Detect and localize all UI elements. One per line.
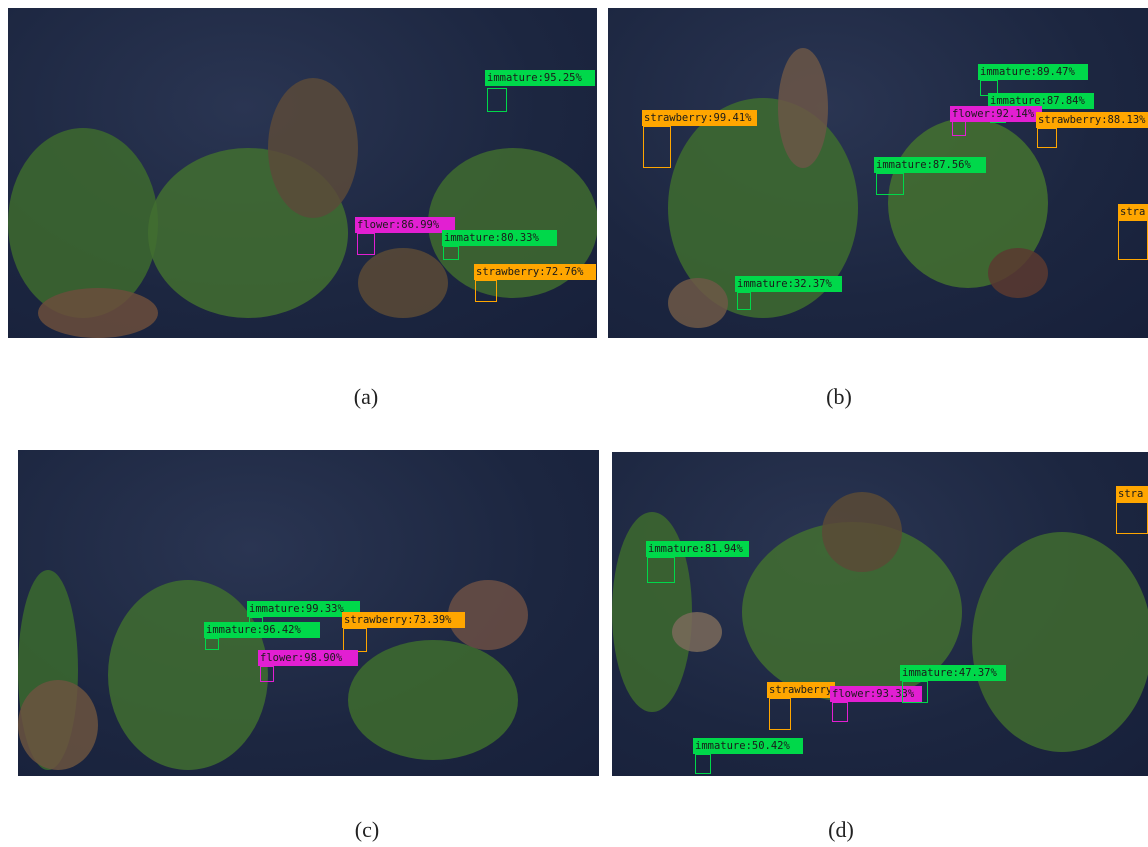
foliage <box>358 248 448 318</box>
detection-label: stra <box>1118 204 1148 220</box>
detection-label: strawberry:99.41% <box>642 110 757 126</box>
photo-panel: immature:99.33%immature:96.42%strawberry… <box>18 450 599 776</box>
detection-label: flower:86.99% <box>355 217 455 233</box>
figure: immature:95.25% flower:86.99%immature:80.… <box>0 0 1148 847</box>
caption: (b) <box>826 384 852 410</box>
detection-label: immature:32.37% <box>735 276 842 292</box>
foliage <box>38 288 158 338</box>
detection-label: immature:87.56% <box>874 157 986 173</box>
bounding-box <box>205 638 219 650</box>
detection-label: flower:98.90% <box>258 650 358 666</box>
detection-label: immature:81.94% <box>646 541 749 557</box>
bounding-box <box>1037 128 1057 148</box>
bounding-box <box>443 246 459 260</box>
foliage <box>668 278 728 328</box>
detection-label: strawberry:73.39% <box>342 612 465 628</box>
bounding-box <box>1116 502 1148 534</box>
bounding-box <box>832 702 848 722</box>
caption: (c) <box>355 817 379 843</box>
foliage <box>268 78 358 218</box>
detection-label: stra <box>1116 486 1148 502</box>
bounding-box <box>876 173 904 195</box>
caption: (a) <box>354 384 378 410</box>
caption: (d) <box>828 817 854 843</box>
photo-panel: immature:95.25% flower:86.99%immature:80.… <box>8 8 597 338</box>
foliage <box>108 580 268 770</box>
bounding-box <box>643 126 671 168</box>
foliage <box>972 532 1148 752</box>
foliage <box>348 640 518 760</box>
bounding-box <box>737 292 751 310</box>
detection-label: flower:92.14% <box>950 106 1042 122</box>
foliage <box>822 492 902 572</box>
detection-label: strawberry:72.76% <box>474 264 596 280</box>
detection-label: strawberry <box>767 682 835 698</box>
foliage <box>18 680 98 770</box>
bounding-box <box>647 557 675 583</box>
detection-label: immature:80.33% <box>442 230 557 246</box>
foliage <box>672 612 722 652</box>
foliage <box>778 48 828 168</box>
detection-label: strawberry:88.13% <box>1036 112 1148 128</box>
bounding-box <box>902 681 928 703</box>
bounding-box <box>487 88 507 112</box>
foliage <box>988 248 1048 298</box>
bounding-box <box>357 233 375 255</box>
bounding-box <box>769 698 791 730</box>
bounding-box <box>695 754 711 774</box>
detection-label: immature:96.42% <box>204 622 320 638</box>
detection-label: immature:50.42% <box>693 738 803 754</box>
bounding-box <box>475 280 497 302</box>
detection-label: immature:95.25% <box>485 70 595 86</box>
detection-label: immature:89.47% <box>978 64 1088 80</box>
photo-panel: strawberry:99.41% immature:89.47% immature… <box>608 8 1148 338</box>
bounding-box <box>343 628 367 652</box>
detection-label: immature:47.37% <box>900 665 1006 681</box>
bounding-box <box>1118 220 1148 260</box>
bounding-box <box>260 666 274 682</box>
bounding-box <box>952 120 966 136</box>
